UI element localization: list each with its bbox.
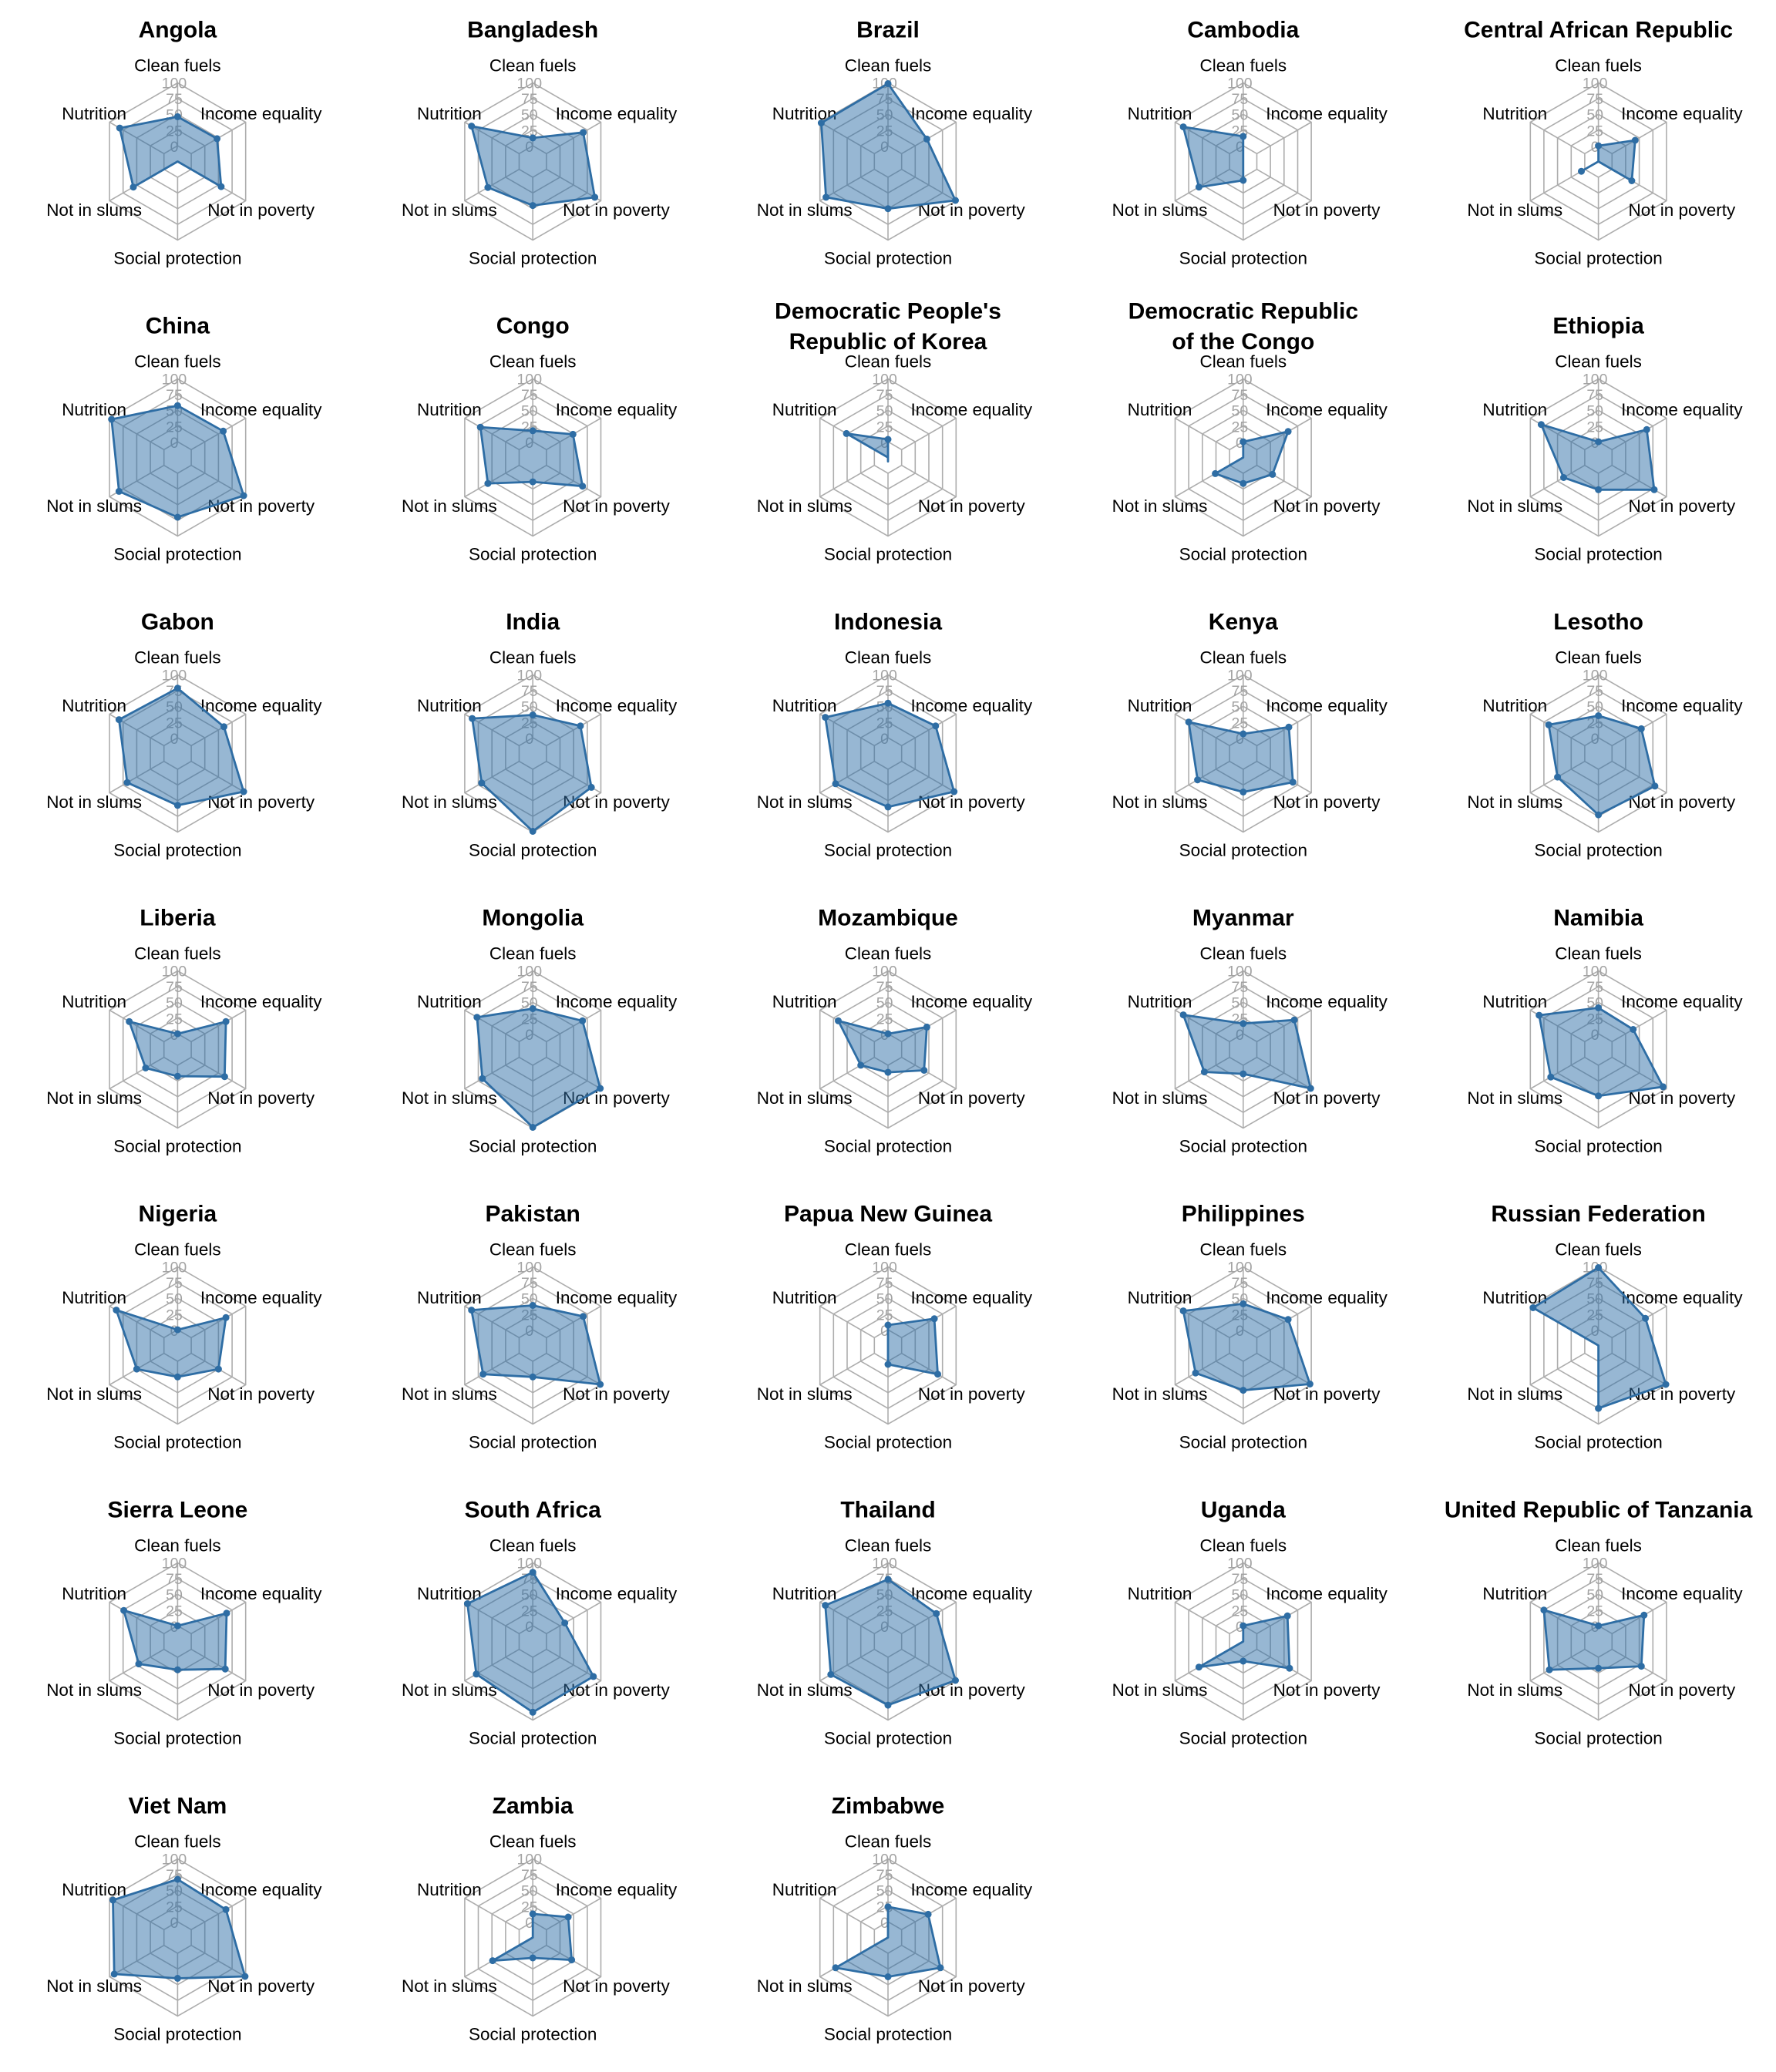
svg-text:Russian Federation: Russian Federation xyxy=(1491,1202,1705,1227)
svg-text:Kenya: Kenya xyxy=(1209,610,1278,635)
svg-text:Central African Republic: Central African Republic xyxy=(1464,18,1733,43)
svg-text:Democratic People's: Democratic People's xyxy=(775,299,1001,325)
svg-text:China: China xyxy=(146,314,210,339)
svg-text:Bangladesh: Bangladesh xyxy=(467,18,598,43)
svg-text:Angola: Angola xyxy=(139,18,217,43)
svg-text:Republic of Korea: Republic of Korea xyxy=(789,329,987,355)
svg-text:Papua New Guinea: Papua New Guinea xyxy=(784,1202,992,1227)
svg-text:Pakistan: Pakistan xyxy=(485,1202,580,1227)
svg-text:Ethiopia: Ethiopia xyxy=(1552,314,1644,339)
svg-text:Zambia: Zambia xyxy=(493,1794,574,1819)
svg-text:of the Congo: of the Congo xyxy=(1172,329,1314,355)
svg-text:Congo: Congo xyxy=(496,314,570,339)
svg-text:Gabon: Gabon xyxy=(141,610,214,635)
svg-text:Viet Nam: Viet Nam xyxy=(128,1794,227,1819)
svg-text:Zimbabwe: Zimbabwe xyxy=(832,1794,945,1819)
svg-text:South Africa: South Africa xyxy=(465,1498,602,1523)
svg-text:Sierra Leone: Sierra Leone xyxy=(108,1498,248,1523)
svg-text:Uganda: Uganda xyxy=(1201,1498,1286,1523)
svg-text:Mongolia: Mongolia xyxy=(482,906,584,931)
svg-text:Philippines: Philippines xyxy=(1182,1202,1305,1227)
svg-text:India: India xyxy=(506,610,560,635)
svg-text:Democratic Republic: Democratic Republic xyxy=(1128,299,1358,325)
svg-text:Lesotho: Lesotho xyxy=(1553,610,1643,635)
svg-text:Nigeria: Nigeria xyxy=(139,1202,217,1227)
svg-text:Cambodia: Cambodia xyxy=(1187,18,1299,43)
svg-text:Brazil: Brazil xyxy=(856,18,920,43)
svg-text:Namibia: Namibia xyxy=(1553,906,1643,931)
svg-text:Indonesia: Indonesia xyxy=(834,610,942,635)
svg-text:Thailand: Thailand xyxy=(840,1498,935,1523)
svg-text:United Republic of Tanzania: United Republic of Tanzania xyxy=(1445,1498,1753,1523)
svg-text:Liberia: Liberia xyxy=(140,906,216,931)
svg-text:Myanmar: Myanmar xyxy=(1192,906,1294,931)
svg-text:Mozambique: Mozambique xyxy=(818,906,958,931)
